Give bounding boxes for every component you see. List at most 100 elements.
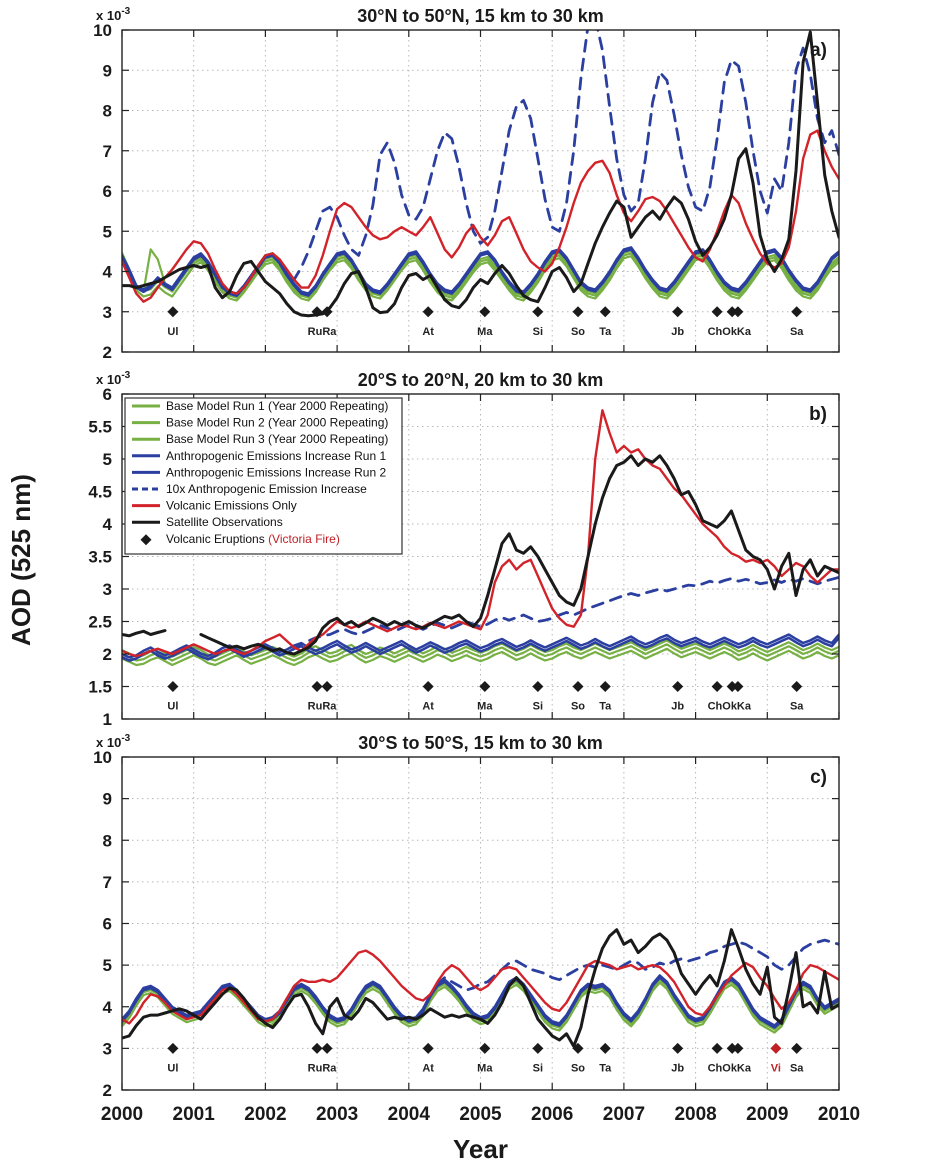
eruption-label-si: Si [533,326,543,338]
x-tick-label: 2004 [388,1104,431,1125]
series-base-model-run-1 [122,248,839,299]
axis-ticks [121,29,840,353]
volcanic-eruption-diamond [479,306,491,318]
eruption-label-so: So [571,1062,585,1074]
series-10x-anthropogenic-increase [122,30,839,297]
volcanic-eruption-diamond [321,306,333,318]
series-base-model-run-3 [122,639,839,658]
volcanic-eruption-diamond [422,1042,434,1054]
volcanic-eruption-diamond [532,1042,544,1054]
victoria-fire-diamond [770,1042,782,1054]
series-group [122,928,839,1048]
y-tick-label: 8 [103,102,112,121]
y-tick-label: 4 [103,263,113,282]
y-tick-label: 1.5 [88,678,112,697]
series-satellite-observations [122,30,839,318]
volcanic-eruption-diamond [532,306,544,318]
eruption-label-ta: Ta [599,1062,612,1074]
eruption-markers: Ul RuRa At Ma Si So Ta Jb ChOkKa Sa Vi [167,1042,804,1074]
legend-entry-label: Base Model Run 2 (Year 2000 Repeating) [166,416,388,430]
y-tick-label: 4 [103,515,113,534]
eruption-label-sa: Sa [790,326,804,338]
volcanic-eruption-diamond [732,1042,744,1054]
volcanic-eruption-diamond [479,1042,491,1054]
eruption-markers: Ul RuRa At Ma Si So Ta Jb ChOkKa Sa [167,681,804,713]
axis-ticks [121,756,840,1091]
volcanic-eruption-diamond [311,1042,323,1054]
legend-diamond-icon [140,534,152,546]
volcanic-eruption-diamond [311,306,323,318]
panel-letter: a) [810,40,827,61]
y-tick-label: 9 [103,61,112,80]
grid [122,394,839,719]
y-tick-label: 2.5 [88,613,112,632]
eruption-label-chokka: ChOkKa [708,326,752,338]
y-tick-label: 2 [103,645,112,664]
eruption-label-at: At [422,326,434,338]
volcanic-eruption-diamond [791,306,803,318]
eruption-label-sa: Sa [790,1062,804,1074]
eruption-label-jb: Jb [671,701,684,713]
y-tick-label: 10 [93,748,112,767]
y-tick-label: 5.5 [88,418,112,437]
series-10x-anthropogenic-increase [122,575,839,662]
y-tick-label: 5 [103,450,112,469]
volcanic-eruption-diamond [711,306,723,318]
eruption-label-ta: Ta [599,326,612,338]
volcanic-eruption-diamond [572,1042,584,1054]
panel-title: 20°S to 20°N, 20 km to 30 km [358,370,604,390]
y-tick-label: 10 [93,21,112,40]
y-tick-label: 2 [103,343,112,362]
series-group [122,30,839,318]
volcanic-eruption-diamond [311,681,323,692]
panel-letter: c) [810,767,827,788]
x-tick-label: 2001 [173,1104,216,1125]
y-tick-label: 7 [103,873,112,892]
legend-entry-label: Anthropogenic Emissions Increase Run 2 [166,465,386,479]
legend-entry-label: Base Model Run 3 (Year 2000 Repeating) [166,432,388,446]
grid [122,757,839,1090]
y-tick-label: 3 [103,1039,112,1058]
y-tick-label: 5 [103,222,112,241]
volcanic-eruption-diamond [672,1042,684,1054]
legend-box [124,397,403,555]
eruption-label-ma: Ma [477,326,493,338]
series-base-model-run-2 [122,255,839,302]
series-volcanic-emissions-only [122,949,839,1025]
volcanic-eruption-diamond [732,681,744,692]
volcanic-eruption-diamond [479,681,491,692]
volcanic-eruption-diamond [791,1042,803,1054]
volcanic-eruption-diamond [726,306,738,318]
y-tick-label: 3 [103,580,112,599]
x-tick-label: 2000 [101,1104,143,1125]
y-tick-label: 1 [103,710,112,729]
legend-entry-label: Anthropogenic Emissions Increase Run 1 [166,449,386,463]
legend-entry-label: Base Model Run 1 (Year 2000 Repeating) [166,399,388,413]
volcanic-eruption-diamond [321,1042,333,1054]
y-tick-label: 7 [103,142,112,161]
y-tick-label: 9 [103,790,112,809]
volcanic-eruption-diamond [572,681,584,692]
eruption-label-ul: Ul [167,701,178,713]
x-tick-label: 2002 [244,1104,286,1125]
series-volcanic-emissions-only [122,129,839,303]
eruption-label-sa: Sa [790,701,804,713]
eruption-label-chokka: ChOkKa [708,701,752,713]
x-tick-label: 2010 [818,1104,860,1125]
eruption-label-ul: Ul [167,1062,178,1074]
series-volcanic-emissions-only [122,409,839,658]
eruption-label-ul: Ul [167,326,178,338]
legend-entry-label: Satellite Observations [166,515,283,529]
volcanic-eruption-diamond [167,306,179,318]
volcanic-eruption-diamond [167,681,179,692]
eruption-label-rura: RuRa [308,326,338,338]
volcanic-eruption-diamond [599,306,611,318]
volcanic-eruption-diamond [672,306,684,318]
eruption-label-rura: RuRa [308,1062,338,1074]
y-tick-label: 3.5 [88,548,112,567]
legend-entry-label: Volcanic Emissions Only [166,499,297,513]
eruption-label-at: At [422,1062,434,1074]
eruption-label-si: Si [533,1062,543,1074]
